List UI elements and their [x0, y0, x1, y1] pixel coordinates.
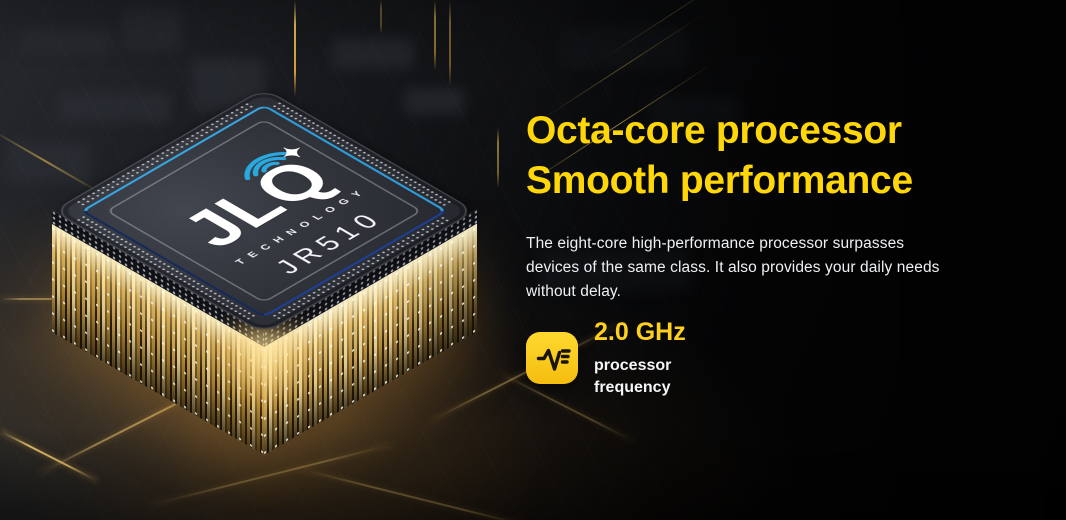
pulse-waveform-glyph	[536, 348, 571, 371]
chip-logo: JLQ ✦ TECHNOLOGY JR510	[60, 89, 484, 335]
chip-top-face: JLQ ✦ TECHNOLOGY JR510	[51, 87, 477, 335]
pulse-frequency-icon	[526, 332, 578, 384]
spec-text: 2.0 GHz processor frequency	[594, 316, 686, 399]
spec-label: processor frequency	[594, 355, 686, 399]
description-line: without delay.	[526, 283, 622, 300]
description-line: The eight-core high-performance processo…	[526, 235, 905, 252]
spec-frequency: 2.0 GHz processor frequency	[526, 318, 996, 399]
headline-line-2: Smooth performance	[526, 159, 913, 202]
headline: Octa-core processor Smooth performance	[526, 106, 996, 206]
spec-label-line-1: processor	[594, 356, 672, 374]
description: The eight-core high-performance processo…	[526, 232, 996, 304]
spec-label-line-2: frequency	[594, 378, 671, 396]
headline-line-1: Octa-core processor	[526, 109, 902, 152]
wifi-arcs-icon	[244, 151, 293, 180]
description-line: devices of the same class. It also provi…	[526, 259, 940, 276]
spec-value: 2.0 GHz	[594, 318, 686, 346]
content-block: Octa-core processor Smooth performance T…	[526, 106, 996, 399]
